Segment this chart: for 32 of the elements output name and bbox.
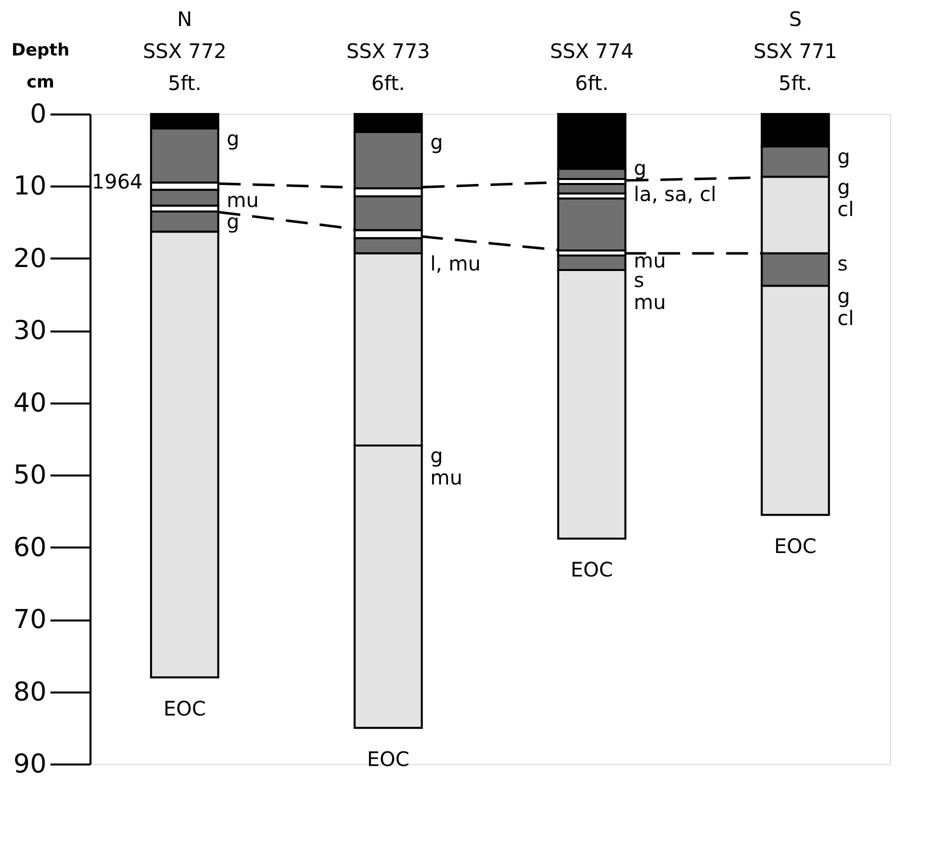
x-tick-label: SSX 774 6ft.	[550, 39, 634, 95]
annotation: l, mu	[430, 251, 481, 276]
y-tick-label: 60	[13, 532, 46, 563]
y-tick-label: 40	[13, 388, 46, 418]
y-tick-label: 80	[13, 677, 46, 708]
x-tick-label: N SSX 772 5ft.	[142, 7, 226, 95]
y-tick-label: 10	[13, 172, 46, 202]
y-tick-label: 0	[30, 100, 46, 130]
annotation: g	[634, 156, 646, 180]
annotation: g	[226, 210, 240, 234]
y-axis-title: Depth cm	[11, 40, 70, 92]
annotation: g mu	[430, 444, 462, 490]
annotation: la, sa, cl	[634, 182, 716, 206]
y-tick-label: 50	[13, 460, 46, 491]
x-tick-label: SSX 773 6ft.	[346, 39, 430, 95]
annotation: g cl	[837, 174, 854, 221]
annotation: EOC	[774, 534, 817, 558]
legend-label: 1964	[92, 170, 143, 194]
y-tick-label: 20	[13, 244, 46, 274]
annotation: EOC	[163, 696, 206, 720]
annotation: mu	[226, 188, 259, 212]
annotation: EOC	[367, 746, 410, 771]
y-tick-label: 70	[13, 605, 46, 636]
x-tick-label: S SSX 771 5ft.	[754, 7, 838, 95]
annotation: g	[430, 130, 443, 154]
annotation: s	[837, 251, 848, 276]
annotation: g cl	[837, 284, 854, 330]
y-tick-label: 30	[13, 316, 46, 346]
y-tick-label: 90	[13, 750, 46, 780]
annotation: g	[837, 144, 850, 168]
annotation: g	[226, 126, 240, 150]
annotation: EOC	[570, 558, 613, 582]
